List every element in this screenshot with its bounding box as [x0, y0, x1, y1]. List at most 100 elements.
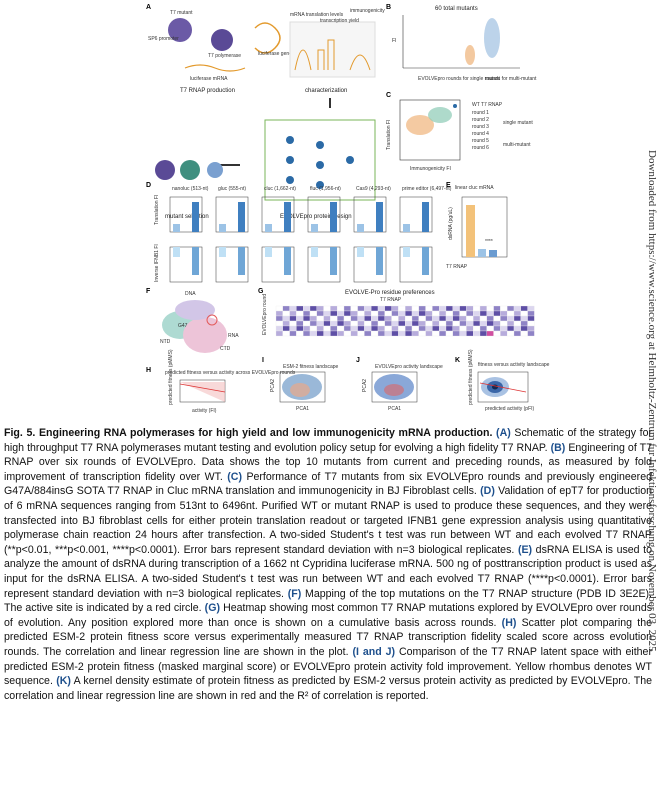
heat-cell	[323, 310, 331, 317]
legend-entry: round 1	[472, 110, 489, 116]
heat-cell	[377, 320, 385, 327]
heat-cell	[343, 310, 351, 317]
subplot-title: nanoluc (513-nt)	[172, 186, 209, 192]
heat-cell	[411, 325, 419, 332]
axis-label: Immunogenicity FI	[410, 166, 451, 172]
mutants	[155, 160, 223, 180]
heat-cell	[411, 315, 419, 322]
label: T7 RNAP production	[180, 88, 235, 94]
heat-cell	[473, 315, 481, 322]
bar-shape	[173, 224, 180, 232]
heat-cell	[289, 320, 297, 327]
heat-cell	[391, 325, 399, 332]
heat-cell	[289, 325, 297, 332]
subplot-title: gluc (555-nt)	[218, 186, 246, 192]
heat-cell	[513, 325, 521, 332]
heat-cell	[330, 305, 338, 312]
heat-cell	[500, 305, 508, 312]
label: predicted fitness versus activity across…	[165, 370, 296, 376]
heat-cell	[364, 310, 372, 317]
heat-cell	[316, 330, 324, 337]
heat-cell	[282, 330, 290, 337]
panel-letter: I	[262, 357, 264, 364]
panel-letter: B	[386, 4, 391, 11]
panel-letter: J	[356, 357, 360, 364]
heat-cell	[384, 325, 392, 332]
heat-cell	[493, 315, 501, 322]
point-cloud	[384, 384, 404, 396]
heat-cell	[377, 330, 385, 337]
heat-cell	[513, 310, 521, 317]
heat-cell	[289, 305, 297, 312]
heat-cell	[371, 315, 379, 322]
heat-cell	[350, 310, 358, 317]
bar-shape	[422, 247, 429, 275]
heat-cell	[384, 330, 392, 337]
heat-cell	[330, 310, 338, 317]
heat-cell	[323, 320, 331, 327]
heat-cell	[425, 320, 433, 327]
heat-cell	[425, 315, 433, 322]
heat-cell	[343, 330, 351, 337]
heat-cell	[493, 325, 501, 332]
axis-label: Inverse IFNB1 FI	[154, 244, 160, 282]
heat-cell	[425, 325, 433, 332]
subplot-title: cluc (1,662-nt)	[264, 186, 296, 192]
heat-cell	[391, 320, 399, 327]
label: EVOLVEpro activity landscape	[375, 364, 443, 370]
heat-cell	[479, 325, 487, 332]
axis-label: rounds for multi-mutant	[485, 76, 537, 82]
heat-cell	[337, 325, 345, 332]
heat-cell	[425, 330, 433, 337]
heat-cell	[330, 325, 338, 332]
heat-cell	[527, 330, 535, 337]
panel-d: nanoluc (513-nt) gluc (555-nt) cluc (1,662…	[169, 186, 452, 283]
heat-cell	[445, 315, 453, 322]
caption-text: Validation of epT7 for production of 6 m…	[4, 485, 652, 556]
heat-cell	[418, 305, 426, 312]
heat-cell	[364, 305, 372, 312]
bar-shape	[489, 250, 497, 257]
label: 60 total mutants	[435, 6, 478, 12]
label: linear cluc mRNA	[455, 185, 494, 191]
heat-cell	[486, 305, 494, 312]
label: CTD	[220, 346, 231, 352]
heat-cell	[520, 310, 528, 317]
heat-cell	[391, 305, 399, 312]
heat-cell	[513, 305, 521, 312]
axis-label: PCA1	[388, 406, 401, 412]
heat-cell	[405, 325, 413, 332]
legend-entry: round 4	[472, 131, 489, 137]
heat-cell	[343, 305, 351, 312]
panel-letter: A	[146, 4, 151, 11]
heat-cell	[439, 305, 447, 312]
heat-cell	[343, 315, 351, 322]
heat-cell	[371, 325, 379, 332]
axis-label: EVOLVEpro round	[262, 294, 268, 335]
heat-cell	[357, 320, 365, 327]
bar-shape	[238, 247, 245, 275]
heat-cell	[371, 330, 379, 337]
caption-title: Engineering RNA polymerases for high yie…	[38, 427, 493, 439]
heat-cell	[439, 325, 447, 332]
panel-letter: E	[446, 182, 451, 189]
caption-text: A kernel density estimate of protein fit…	[4, 675, 652, 702]
heat-cell	[377, 315, 385, 322]
label: NTD	[160, 339, 171, 345]
heat-cell	[520, 315, 528, 322]
heat-cell	[425, 305, 433, 312]
label: EVOLVEpro protein design	[280, 214, 352, 220]
point-cloud	[290, 383, 310, 397]
plot-frame	[169, 246, 203, 283]
arrow	[220, 98, 331, 166]
heat-cell	[527, 305, 535, 312]
heat-cell	[309, 330, 317, 337]
heat-cell	[316, 310, 324, 317]
heat-cell	[275, 315, 283, 322]
heat-cell	[357, 325, 365, 332]
bar-shape	[311, 224, 318, 232]
icon	[211, 29, 233, 51]
heat-cell	[439, 320, 447, 327]
label: immunogenicity	[350, 8, 385, 14]
bar-shape	[192, 202, 199, 232]
